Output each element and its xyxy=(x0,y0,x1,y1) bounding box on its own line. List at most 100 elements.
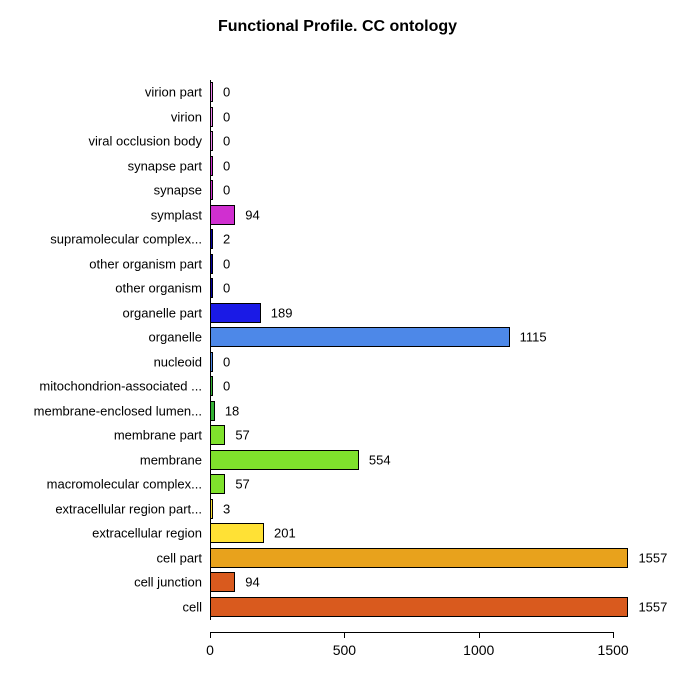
bar-row: membrane part57 xyxy=(210,423,640,448)
bar-row: membrane-enclosed lumen...18 xyxy=(210,399,640,424)
x-tick xyxy=(344,632,345,638)
x-tick-label: 1000 xyxy=(463,642,494,658)
value-label: 1115 xyxy=(520,330,547,345)
value-label: 189 xyxy=(271,305,293,320)
category-label: organelle xyxy=(149,330,211,345)
bar xyxy=(210,572,235,592)
bar-row: extracellular region part...3 xyxy=(210,497,640,522)
value-label: 0 xyxy=(223,134,230,149)
category-label: cell part xyxy=(156,550,210,565)
value-label: 0 xyxy=(223,281,230,296)
bar xyxy=(210,352,213,372)
plot-area: 050010001500virion part0virion0viral occ… xyxy=(210,80,640,620)
bar-row: macromolecular complex...57 xyxy=(210,472,640,497)
bar-row: nucleoid0 xyxy=(210,350,640,375)
x-tick-label: 0 xyxy=(206,642,214,658)
category-label: virion xyxy=(171,109,210,124)
value-label: 94 xyxy=(245,207,259,222)
bar xyxy=(210,548,628,568)
category-label: synapse part xyxy=(128,158,210,173)
bar xyxy=(210,180,213,200)
bar xyxy=(210,327,510,347)
value-label: 1557 xyxy=(638,599,667,614)
bar-row: other organism0 xyxy=(210,276,640,301)
x-tick xyxy=(613,632,614,638)
bar-row: organelle1115 xyxy=(210,325,640,350)
bar-row: viral occlusion body0 xyxy=(210,129,640,154)
value-label: 0 xyxy=(223,183,230,198)
bar-row: virion part0 xyxy=(210,80,640,105)
bar xyxy=(210,597,628,617)
bar xyxy=(210,131,213,151)
category-label: supramolecular complex... xyxy=(50,232,210,247)
value-label: 57 xyxy=(235,477,249,492)
value-label: 0 xyxy=(223,158,230,173)
bar xyxy=(210,229,213,249)
bar xyxy=(210,254,213,274)
category-label: membrane part xyxy=(114,428,210,443)
bar xyxy=(210,499,213,519)
bar xyxy=(210,450,359,470)
x-tick-label: 1500 xyxy=(598,642,629,658)
category-label: virion part xyxy=(145,85,210,100)
bar-row: symplast94 xyxy=(210,203,640,228)
bar xyxy=(210,107,213,127)
bar-row: synapse part0 xyxy=(210,154,640,179)
bar xyxy=(210,376,213,396)
value-label: 3 xyxy=(223,501,230,516)
chart-container: Functional Profile. CC ontology 0 500 1000… xyxy=(0,0,675,685)
bar xyxy=(210,401,215,421)
category-label: viral occlusion body xyxy=(89,134,210,149)
bar-row: other organism part0 xyxy=(210,252,640,277)
category-label: other organism part xyxy=(89,256,210,271)
category-label: membrane-enclosed lumen... xyxy=(34,403,210,418)
value-label: 2 xyxy=(223,232,230,247)
category-label: extracellular region xyxy=(92,526,210,541)
bar xyxy=(210,156,213,176)
category-label: organelle part xyxy=(123,305,211,320)
bar xyxy=(210,82,213,102)
category-label: synapse xyxy=(154,183,210,198)
value-label: 18 xyxy=(225,403,239,418)
value-label: 1557 xyxy=(638,550,667,565)
category-label: other organism xyxy=(115,281,210,296)
value-label: 94 xyxy=(245,575,259,590)
x-axis xyxy=(210,632,613,633)
bar-row: cell part1557 xyxy=(210,546,640,571)
bar xyxy=(210,205,235,225)
bar-row: supramolecular complex...2 xyxy=(210,227,640,252)
bar xyxy=(210,303,261,323)
category-label: macromolecular complex... xyxy=(47,477,210,492)
bar xyxy=(210,523,264,543)
bar xyxy=(210,425,225,445)
x-tick xyxy=(479,632,480,638)
category-label: cell xyxy=(182,599,210,614)
value-label: 0 xyxy=(223,109,230,124)
chart-title: Functional Profile. CC ontology xyxy=(0,18,675,36)
value-label: 554 xyxy=(369,452,391,467)
bar xyxy=(210,474,225,494)
bar-row: synapse0 xyxy=(210,178,640,203)
category-label: membrane xyxy=(140,452,210,467)
x-tick xyxy=(210,632,211,638)
value-label: 0 xyxy=(223,85,230,100)
category-label: extracellular region part... xyxy=(55,501,210,516)
bar xyxy=(210,278,213,298)
bar-row: cell junction94 xyxy=(210,570,640,595)
value-label: 0 xyxy=(223,354,230,369)
category-label: cell junction xyxy=(134,575,210,590)
bar-row: extracellular region201 xyxy=(210,521,640,546)
bar-row: mitochondrion-associated ...0 xyxy=(210,374,640,399)
category-label: symplast xyxy=(151,207,210,222)
x-tick-label: 500 xyxy=(333,642,356,658)
bar-row: organelle part189 xyxy=(210,301,640,326)
category-label: mitochondrion-associated ... xyxy=(39,379,210,394)
category-label: nucleoid xyxy=(154,354,210,369)
value-label: 57 xyxy=(235,428,249,443)
bar-row: membrane554 xyxy=(210,448,640,473)
value-label: 201 xyxy=(274,526,296,541)
value-label: 0 xyxy=(223,256,230,271)
bar-row: virion0 xyxy=(210,105,640,130)
value-label: 0 xyxy=(223,379,230,394)
bar-row: cell1557 xyxy=(210,595,640,620)
